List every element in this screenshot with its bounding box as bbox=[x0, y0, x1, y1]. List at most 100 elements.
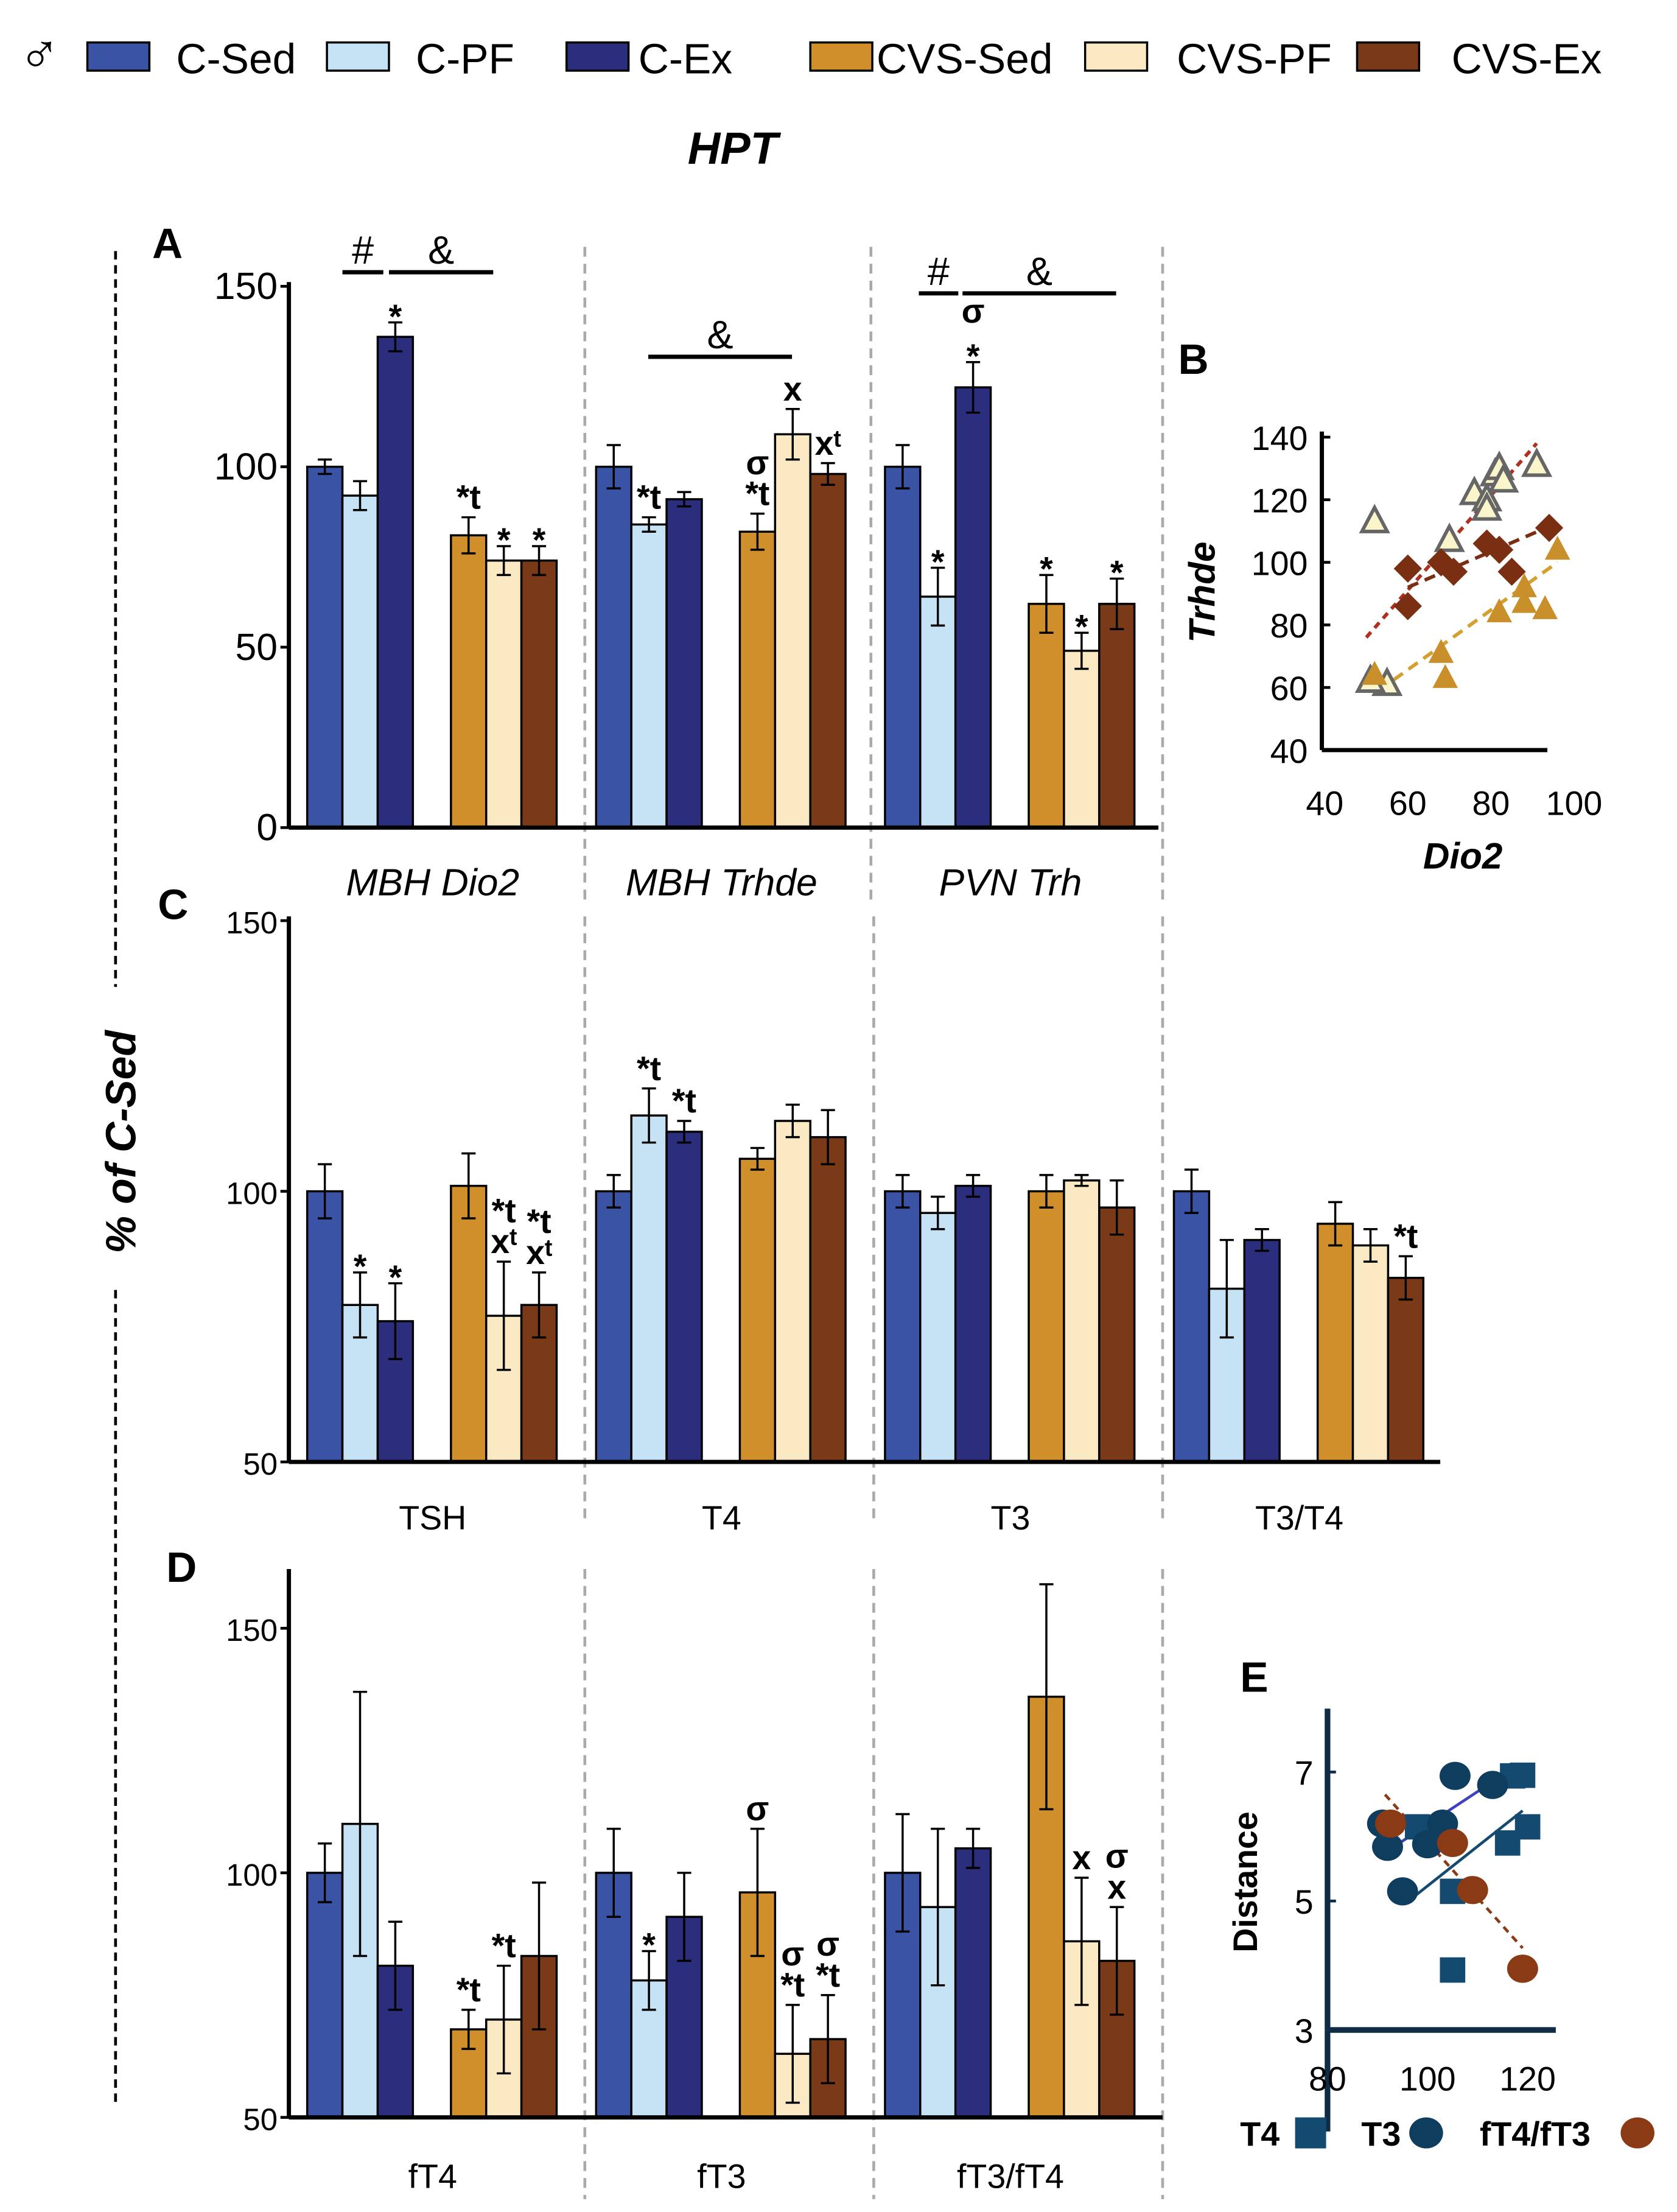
bar-cvs-sed bbox=[450, 1184, 488, 1463]
bar-c-pf bbox=[630, 523, 668, 829]
data-point-circle bbox=[1477, 1771, 1508, 1799]
data-point-triangle bbox=[1511, 573, 1537, 597]
y-axis-label: Distance bbox=[1227, 1811, 1264, 1953]
bar-c-ex bbox=[954, 1184, 992, 1463]
data-point-triangle bbox=[1432, 664, 1458, 688]
data-point-square bbox=[1510, 1762, 1536, 1788]
significance-marker: * bbox=[533, 521, 546, 559]
significance-marker: *t bbox=[457, 479, 481, 516]
data-point-triangle bbox=[1428, 639, 1454, 663]
y-tick-label: 7 bbox=[1295, 1754, 1314, 1792]
y-tick-label: 100 bbox=[214, 445, 278, 488]
bar-c-sed bbox=[595, 465, 632, 829]
x-tick-label: 40 bbox=[1306, 784, 1343, 822]
bracket-label: # bbox=[928, 249, 950, 293]
significance-marker: * bbox=[1040, 550, 1053, 588]
bar-cvs-sed bbox=[1316, 1223, 1354, 1463]
bar-cvs-pf bbox=[774, 433, 811, 829]
significance-marker: *t bbox=[780, 1966, 805, 2004]
panel-label-c: C bbox=[158, 881, 188, 929]
data-point-open-triangle bbox=[1488, 463, 1519, 493]
x-tick-label: 120 bbox=[1499, 2060, 1556, 2098]
bar-cvs-ex bbox=[809, 472, 847, 829]
bar-cvs-pf bbox=[485, 559, 523, 829]
category-label: MBH Dio2 bbox=[346, 861, 519, 904]
data-point-circle bbox=[1372, 1833, 1403, 1861]
legend-marker-circle bbox=[1620, 2117, 1654, 2149]
legend-label: CVS-PF bbox=[1177, 35, 1332, 83]
y-tick-label: 0 bbox=[256, 806, 278, 849]
bar-c-ex bbox=[1243, 1238, 1281, 1463]
y-tick-label: 50 bbox=[243, 1447, 278, 1481]
legend-label: fT4/fT3 bbox=[1480, 2115, 1591, 2153]
legend-label: T3 bbox=[1361, 2115, 1401, 2153]
y-tick-label: 3 bbox=[1295, 2012, 1314, 2050]
bracket-label: & bbox=[1026, 249, 1052, 293]
significance-marker: *t bbox=[637, 479, 661, 516]
panel-label-b: B bbox=[1178, 335, 1208, 383]
significance-marker: *t bbox=[527, 1203, 551, 1240]
bar-cvs-sed bbox=[1028, 1190, 1065, 1463]
significance-marker: * bbox=[967, 337, 980, 375]
bar-cvs-ex bbox=[1098, 603, 1136, 829]
legend-swatch bbox=[86, 41, 151, 72]
bar-c-sed bbox=[306, 1872, 344, 2119]
bar-c-ex bbox=[665, 498, 703, 829]
y-tick-label: 50 bbox=[236, 626, 278, 669]
bar-c-pf bbox=[919, 1212, 957, 1463]
y-axis-label: Trhde bbox=[1182, 542, 1223, 643]
significance-marker: xᵗ bbox=[815, 424, 841, 462]
bar-c-pf bbox=[341, 494, 379, 829]
significance-marker: σ bbox=[746, 444, 769, 482]
x-tick-label: 80 bbox=[1472, 784, 1510, 822]
data-point-circle bbox=[1437, 1828, 1468, 1858]
significance-marker: *t bbox=[672, 1082, 696, 1120]
category-label: MBH Trhde bbox=[626, 861, 817, 904]
bar-c-sed bbox=[884, 1190, 922, 1463]
bar-cvs-ex bbox=[1387, 1277, 1425, 1463]
bar-cvs-sed bbox=[450, 534, 488, 829]
x-tick-label: 80 bbox=[1309, 2060, 1346, 2098]
y-tick-label: 150 bbox=[226, 905, 278, 940]
legend-label: C-PF bbox=[416, 35, 514, 83]
category-label: T3 bbox=[991, 1499, 1031, 1537]
category-label: TSH bbox=[399, 1499, 466, 1537]
data-point-circle bbox=[1439, 1761, 1471, 1790]
data-point-triangle bbox=[1511, 589, 1537, 613]
significance-marker: * bbox=[389, 1259, 402, 1296]
bar-c-ex bbox=[954, 1847, 992, 2119]
data-point-triangle bbox=[1362, 661, 1388, 685]
bracket-label: & bbox=[428, 228, 454, 272]
panel-label-e: E bbox=[1240, 1653, 1268, 1701]
data-point-open-triangle bbox=[1471, 491, 1503, 521]
data-point-diamond bbox=[1439, 557, 1468, 586]
data-point-circle bbox=[1374, 1809, 1406, 1838]
significance-marker: * bbox=[1110, 554, 1124, 592]
trend-line bbox=[1384, 1793, 1524, 1950]
significance-marker: *t bbox=[457, 1971, 481, 2009]
significance-marker: xᵗ bbox=[491, 1223, 517, 1260]
category-label: fT4 bbox=[408, 2157, 457, 2195]
bar-c-sed bbox=[595, 1190, 632, 1463]
y-tick-label: 100 bbox=[226, 1858, 278, 1892]
legend-label: C-Sed bbox=[176, 35, 296, 83]
bar-c-ex bbox=[954, 386, 992, 829]
legend-marker-circle bbox=[1409, 2117, 1443, 2149]
x-tick-label: 60 bbox=[1389, 784, 1427, 822]
significance-marker: σ bbox=[816, 1925, 839, 1963]
trend-line bbox=[1407, 523, 1554, 589]
x-axis-label: Dio2 bbox=[1423, 835, 1502, 876]
significance-marker: *t bbox=[637, 1050, 661, 1087]
bar-cvs-ex bbox=[520, 559, 558, 829]
legend-swatch bbox=[1356, 41, 1421, 72]
y-tick-label: 150 bbox=[214, 265, 278, 307]
shared-y-axis-label: % of C-Sed bbox=[97, 1030, 144, 1254]
data-point-diamond bbox=[1497, 557, 1526, 586]
data-point-diamond bbox=[1393, 592, 1422, 620]
significance-marker: x bbox=[1107, 1868, 1126, 1906]
data-point-circle bbox=[1387, 1877, 1418, 1906]
y-tick-label: 50 bbox=[243, 2102, 278, 2137]
data-point-triangle bbox=[1486, 598, 1512, 622]
significance-marker: * bbox=[1075, 608, 1088, 645]
